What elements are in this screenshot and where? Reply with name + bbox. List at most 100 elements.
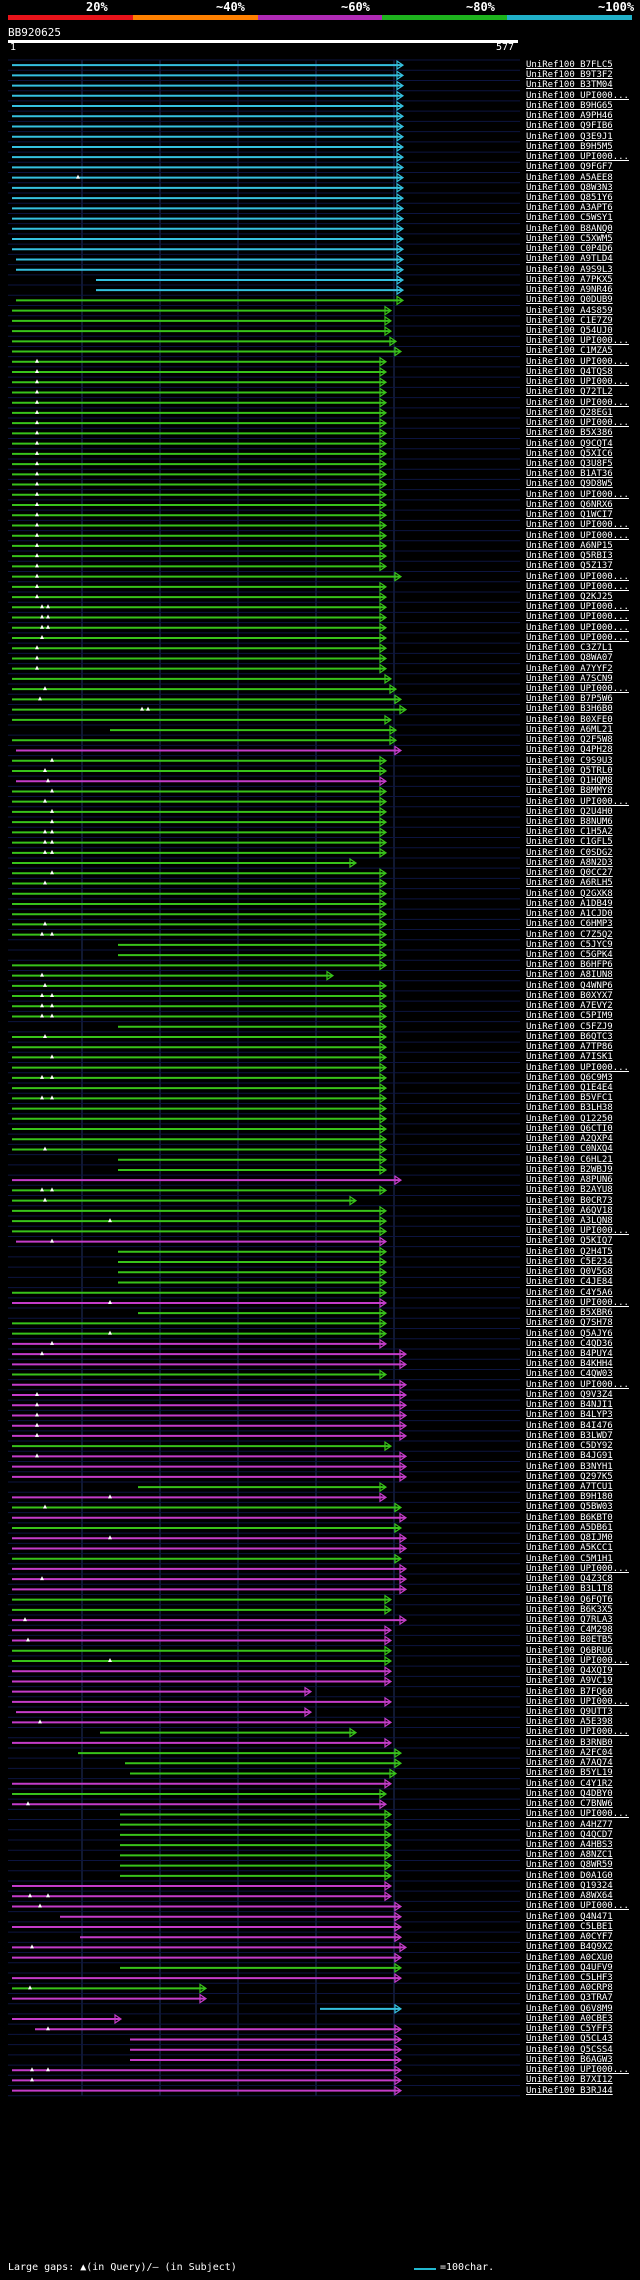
hit-link[interactable]: UniRef100_B7FQ60 [526, 1686, 613, 1697]
hit-link[interactable]: UniRef100_UPI000... [526, 571, 629, 582]
hit-link[interactable]: UniRef100_Q9CQT4 [526, 438, 613, 449]
hit-link[interactable]: UniRef100_Q8W3N3 [526, 182, 613, 193]
hit-link[interactable]: UniRef100_B4JG91 [526, 1451, 613, 1462]
hit-link[interactable]: UniRef100_A8WX64 [526, 1891, 613, 1902]
hit-link[interactable]: UniRef100_A2QXP4 [526, 1134, 613, 1145]
hit-link[interactable]: UniRef100_B5VFC1 [526, 1093, 613, 1104]
hit-link[interactable]: UniRef100_D0A1G0 [526, 1870, 613, 1881]
hit-link[interactable]: UniRef100_Q4DBY0 [526, 1788, 613, 1799]
hit-link[interactable]: UniRef100_Q5CSS4 [526, 2044, 613, 2055]
hit-link[interactable]: UniRef100_B8NUM6 [526, 817, 613, 828]
hit-link[interactable]: UniRef100_UPI000... [526, 1696, 629, 1707]
hit-link[interactable]: UniRef100_Q0V5G8 [526, 1267, 613, 1278]
hit-link[interactable]: UniRef100_UPI000... [526, 602, 629, 613]
hit-link[interactable]: UniRef100_UPI000... [526, 581, 629, 592]
hit-link[interactable]: UniRef100_B8MMY8 [526, 786, 613, 797]
hit-link[interactable]: UniRef100_C1H5A2 [526, 827, 613, 838]
hit-link[interactable]: UniRef100_UPI000... [526, 530, 629, 541]
hit-link[interactable]: UniRef100_C1E7Z9 [526, 315, 613, 326]
hit-link[interactable]: UniRef100_C6HL21 [526, 1154, 613, 1165]
hit-link[interactable]: UniRef100_Q9UTT3 [526, 1707, 613, 1718]
hit-link[interactable]: UniRef100_C4QD36 [526, 1338, 613, 1349]
hit-link[interactable]: UniRef100_C5DY92 [526, 1441, 613, 1452]
hit-link[interactable]: UniRef100_B6AGW3 [526, 2054, 613, 2065]
hit-link[interactable]: UniRef100_C4Y5A6 [526, 1287, 613, 1298]
hit-link[interactable]: UniRef100_Q9FGF7 [526, 162, 613, 173]
hit-link[interactable]: UniRef100_B3NYH1 [526, 1461, 613, 1472]
hit-link[interactable]: UniRef100_A8IUN8 [526, 970, 613, 981]
hit-link[interactable]: UniRef100_B4I476 [526, 1420, 613, 1431]
hit-link[interactable]: UniRef100_Q4XQI9 [526, 1666, 613, 1677]
hit-link[interactable]: UniRef100_A6ML21 [526, 724, 613, 735]
hit-link[interactable]: UniRef100_A3LQN8 [526, 1215, 613, 1226]
hit-link[interactable]: UniRef100_B9H180 [526, 1492, 613, 1503]
hit-link[interactable]: UniRef100_Q6C9M3 [526, 1072, 613, 1083]
hit-link[interactable]: UniRef100_Q6CTI0 [526, 1123, 613, 1134]
hit-link[interactable]: UniRef100_B3L1T8 [526, 1584, 613, 1595]
hit-link[interactable]: UniRef100_Q4Z3C8 [526, 1574, 613, 1585]
hit-link[interactable]: UniRef100_Q6V8M9 [526, 2003, 613, 2014]
hit-link[interactable]: UniRef100_Q5AJY6 [526, 1328, 613, 1339]
hit-link[interactable]: UniRef100_B7P5W6 [526, 694, 613, 705]
hit-link[interactable]: UniRef100_Q3E9J1 [526, 131, 613, 142]
hit-link[interactable]: UniRef100_C3Z7L1 [526, 643, 613, 654]
hit-link[interactable]: UniRef100_UPI000... [526, 336, 629, 347]
hit-link[interactable]: UniRef100_Q9D8W5 [526, 479, 613, 490]
hit-link[interactable]: UniRef100_A5DB61 [526, 1522, 613, 1533]
hit-link[interactable]: UniRef100_A4HZ77 [526, 1819, 613, 1830]
hit-link[interactable]: UniRef100_A1CJD0 [526, 909, 613, 920]
hit-link[interactable]: UniRef100_B6HFP6 [526, 960, 613, 971]
hit-link[interactable]: UniRef100_Q0DUB9 [526, 295, 613, 306]
hit-link[interactable]: UniRef100_B2WBJ9 [526, 1164, 613, 1175]
hit-link[interactable]: UniRef100_UPI000... [526, 1062, 629, 1073]
hit-link[interactable]: UniRef100_A7YYF2 [526, 663, 613, 674]
hit-link[interactable]: UniRef100_Q297K5 [526, 1471, 613, 1482]
hit-link[interactable]: UniRef100_B1AT36 [526, 469, 613, 480]
hit-link[interactable]: UniRef100_Q5TRL0 [526, 765, 613, 776]
hit-link[interactable]: UniRef100_C4JE84 [526, 1277, 613, 1288]
hit-link[interactable]: UniRef100_Q2H4T5 [526, 1246, 613, 1257]
hit-link[interactable]: UniRef100_C5YFF3 [526, 2024, 613, 2035]
hit-link[interactable]: UniRef100_UPI000... [526, 622, 629, 633]
hit-link[interactable]: UniRef100_Q28EG1 [526, 407, 613, 418]
hit-link[interactable]: UniRef100_UPI000... [526, 1563, 629, 1574]
hit-link[interactable]: UniRef100_Q8WR59 [526, 1860, 613, 1871]
hit-link[interactable]: UniRef100_C5JYC9 [526, 939, 613, 950]
hit-link[interactable]: UniRef100_B3RJ44 [526, 2085, 613, 2096]
hit-link[interactable]: UniRef100_UPI000... [526, 796, 629, 807]
hit-link[interactable]: UniRef100_A5E398 [526, 1717, 613, 1728]
hit-link[interactable]: UniRef100_B0ETB5 [526, 1635, 613, 1646]
hit-link[interactable]: UniRef100_Q5Z137 [526, 561, 613, 572]
hit-link[interactable]: UniRef100_B4LYP3 [526, 1410, 613, 1421]
hit-link[interactable]: UniRef100_A4HBS3 [526, 1840, 613, 1851]
hit-link[interactable]: UniRef100_Q1WCI7 [526, 510, 613, 521]
hit-link[interactable]: UniRef100_A7PKX5 [526, 274, 613, 285]
hit-link[interactable]: UniRef100_C5M1H1 [526, 1553, 613, 1564]
hit-link[interactable]: UniRef100_B9HG65 [526, 100, 613, 111]
hit-link[interactable]: UniRef100_B0XYX7 [526, 990, 613, 1001]
hit-link[interactable]: UniRef100_A8NZC1 [526, 1850, 613, 1861]
hit-link[interactable]: UniRef100_C5GPK4 [526, 950, 613, 960]
hit-link[interactable]: UniRef100_A3APT6 [526, 203, 613, 214]
hit-link[interactable]: UniRef100_Q6NRX6 [526, 499, 613, 510]
hit-link[interactable]: UniRef100_Q5XIC6 [526, 448, 613, 459]
hit-link[interactable]: UniRef100_UPI000... [526, 90, 629, 101]
hit-link[interactable]: UniRef100_Q7SH78 [526, 1318, 613, 1329]
hit-link[interactable]: UniRef100_Q851Y6 [526, 192, 613, 203]
hit-link[interactable]: UniRef100_A0CYF7 [526, 1932, 613, 1943]
hit-link[interactable]: UniRef100_Q19324 [526, 1880, 613, 1891]
hit-link[interactable]: UniRef100_B0XFE0 [526, 714, 613, 725]
hit-link[interactable]: UniRef100_Q7RLA3 [526, 1614, 613, 1625]
hit-link[interactable]: UniRef100_A1DB49 [526, 898, 613, 909]
hit-link[interactable]: UniRef100_A6QV18 [526, 1205, 613, 1216]
hit-link[interactable]: UniRef100_B5XBR6 [526, 1308, 613, 1319]
hit-link[interactable]: UniRef100_UPI000... [526, 684, 629, 695]
hit-link[interactable]: UniRef100_Q9V3Z4 [526, 1389, 613, 1400]
hit-link[interactable]: UniRef100_Q5CL43 [526, 2034, 613, 2045]
hit-link[interactable]: UniRef100_A7TCU1 [526, 1481, 613, 1492]
hit-link[interactable]: UniRef100_Q4PH28 [526, 745, 613, 756]
hit-link[interactable]: UniRef100_A8N2D3 [526, 857, 613, 868]
hit-link[interactable]: UniRef100_A9NR46 [526, 285, 613, 296]
hit-link[interactable]: UniRef100_A7SCN9 [526, 673, 613, 684]
hit-link[interactable]: UniRef100_C1GFL5 [526, 837, 613, 848]
